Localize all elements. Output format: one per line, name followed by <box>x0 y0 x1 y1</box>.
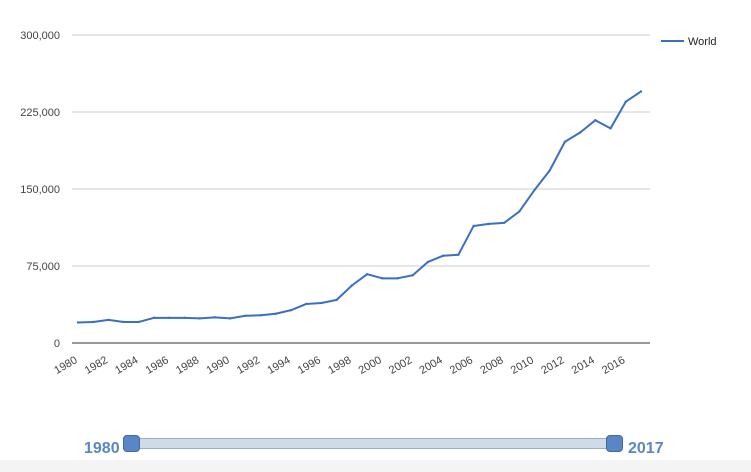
x-tick-label: 1986 <box>144 354 171 377</box>
data-point[interactable] <box>578 131 582 134</box>
x-tick-label: 2000 <box>357 354 384 377</box>
data-point[interactable] <box>305 302 308 306</box>
data-point[interactable] <box>472 224 475 228</box>
data-point[interactable] <box>335 298 338 302</box>
x-tick-label: 1988 <box>174 354 201 377</box>
data-point[interactable] <box>168 316 171 320</box>
y-tick-label: 150,000 <box>20 184 60 196</box>
data-point[interactable] <box>624 100 627 103</box>
data-point[interactable] <box>609 127 612 130</box>
data-point[interactable] <box>244 314 247 317</box>
x-tick-label: 2016 <box>600 354 627 377</box>
x-tick-label: 2012 <box>539 354 566 377</box>
x-tick-label: 1980 <box>52 354 79 377</box>
grid-layer <box>72 34 650 344</box>
x-tick-label: 2008 <box>478 354 505 377</box>
data-point[interactable] <box>563 140 567 143</box>
x-tick-label: 2006 <box>448 354 475 377</box>
data-point[interactable] <box>76 321 80 324</box>
data-point[interactable] <box>259 314 262 317</box>
data-point[interactable] <box>518 210 521 213</box>
data-point[interactable] <box>396 277 399 280</box>
y-tick-label: 0 <box>54 338 60 350</box>
series-line-world[interactable] <box>77 90 642 324</box>
x-tick-label: 2010 <box>509 354 536 377</box>
data-point[interactable] <box>365 273 369 276</box>
legend-label: World <box>688 36 717 48</box>
data-point[interactable] <box>183 316 186 320</box>
x-tick-label: 2002 <box>387 354 414 377</box>
y-tick-label: 75,000 <box>26 261 60 273</box>
data-point[interactable] <box>639 90 643 93</box>
bottom-strip <box>0 460 751 472</box>
x-tick-label: 2014 <box>570 354 597 377</box>
x-tick-label: 1982 <box>83 354 110 377</box>
y-tick-label: 225,000 <box>20 107 60 119</box>
range-slider-left-handle[interactable] <box>123 435 140 452</box>
x-tick-label: 1996 <box>296 354 323 377</box>
data-point[interactable] <box>92 320 95 324</box>
x-tick-label: 1990 <box>204 354 231 377</box>
range-slider-track[interactable] <box>131 438 615 449</box>
x-tick-label: 1984 <box>113 354 140 377</box>
data-point[interactable] <box>457 253 460 256</box>
data-point[interactable] <box>152 316 156 320</box>
legend[interactable]: World <box>661 36 717 48</box>
data-point[interactable] <box>274 312 278 315</box>
data-point[interactable] <box>441 254 445 257</box>
data-point[interactable] <box>198 317 201 320</box>
data-point[interactable] <box>548 169 551 172</box>
x-tick-label: 1998 <box>326 354 353 377</box>
data-point[interactable] <box>122 320 125 324</box>
range-start-label: 1980 <box>84 440 120 457</box>
data-point[interactable] <box>411 274 414 277</box>
y-tick-label: 300,000 <box>20 30 60 42</box>
data-point[interactable] <box>426 260 430 264</box>
range-end-label: 2017 <box>628 440 664 457</box>
data-point[interactable] <box>137 320 141 324</box>
data-point[interactable] <box>228 317 232 320</box>
series-layer <box>76 90 643 324</box>
range-slider-right-handle[interactable] <box>606 435 623 452</box>
x-axis-ticks: 1980 1982 1984 1986 1988 1990 1992 1994 1996 1998… <box>52 354 627 377</box>
data-point[interactable] <box>213 316 217 319</box>
x-tick-label: 2004 <box>417 354 444 377</box>
data-point[interactable] <box>533 188 536 192</box>
data-point[interactable] <box>502 221 506 225</box>
x-tick-label: 1994 <box>265 354 292 377</box>
data-point[interactable] <box>487 222 491 226</box>
data-point[interactable] <box>594 119 597 122</box>
data-point[interactable] <box>320 301 323 305</box>
data-point[interactable] <box>350 284 354 287</box>
y-axis-ticks: 0 75,000 150,000 225,000 300,000 <box>20 30 60 350</box>
data-point[interactable] <box>107 318 110 322</box>
data-point[interactable] <box>289 308 293 312</box>
data-point[interactable] <box>381 277 384 280</box>
x-tick-label: 1992 <box>235 354 262 377</box>
